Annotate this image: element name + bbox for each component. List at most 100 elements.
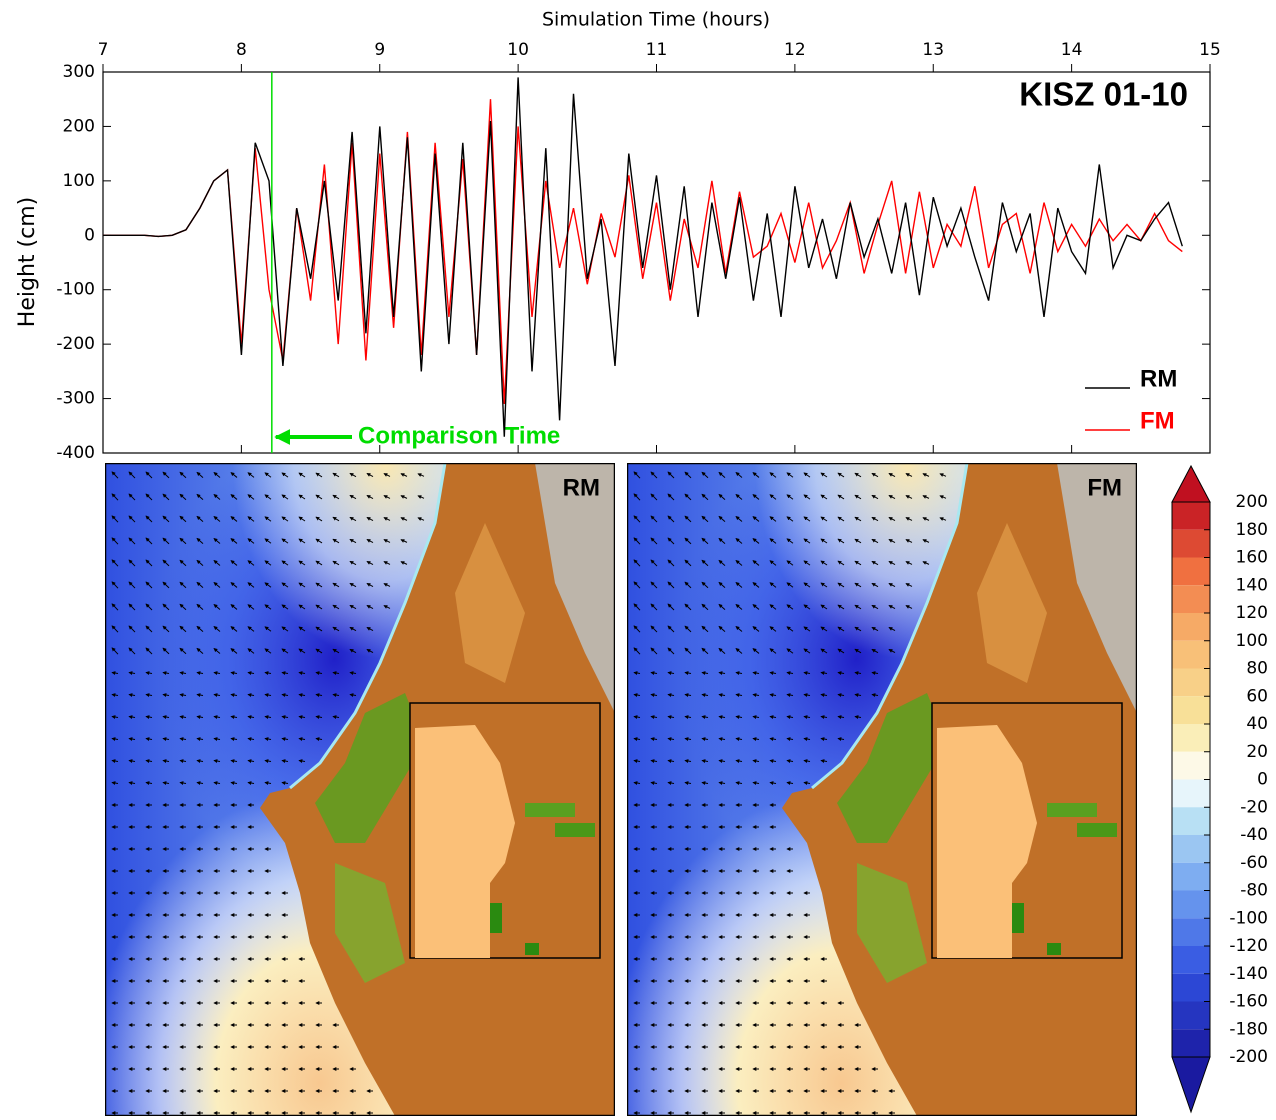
velocity-arrow: [922, 517, 930, 521]
velocity-arrow: [888, 516, 896, 522]
velocity-arrow: [786, 737, 794, 742]
velocity-arrow: [786, 560, 794, 566]
velocity-arrow: [888, 582, 896, 588]
velocity-arrow: [718, 471, 726, 479]
y-tick-label: 0: [84, 225, 95, 245]
velocity-arrow: [650, 781, 658, 786]
velocity-arrow: [922, 561, 930, 565]
velocity-arrow: [162, 693, 170, 698]
velocity-arrow: [735, 759, 743, 764]
velocity-arrow: [315, 604, 323, 610]
velocity-arrow: [230, 648, 238, 654]
velocity-arrow: [752, 538, 760, 544]
velocity-arrow: [145, 625, 153, 633]
colorbar-tick-label: -180: [1229, 1019, 1268, 1039]
velocity-arrow: [315, 560, 323, 566]
velocity-arrow: [905, 495, 913, 499]
velocity-arrow: [633, 603, 641, 611]
velocity-arrow: [145, 493, 153, 501]
velocity-arrow: [400, 539, 408, 543]
velocity-arrow: [701, 693, 709, 698]
velocity-arrow: [247, 648, 255, 654]
velocity-arrow: [633, 715, 641, 720]
x-tick-label: 7: [98, 40, 109, 60]
velocity-arrow: [837, 604, 845, 610]
velocity-arrow: [735, 560, 743, 566]
velocity-arrow: [735, 604, 743, 610]
velocity-arrow: [349, 693, 357, 698]
velocity-arrow: [366, 538, 374, 544]
velocity-arrow: [786, 759, 794, 764]
velocity-arrow: [145, 781, 153, 786]
colorbar-tick-label: 40: [1246, 714, 1268, 734]
velocity-arrow: [650, 737, 658, 742]
velocity-arrow: [213, 715, 221, 720]
color-band: [1172, 946, 1210, 974]
x-tick-label: 15: [1199, 40, 1221, 60]
velocity-arrow: [820, 693, 828, 698]
velocity-arrow: [854, 472, 862, 478]
velocity-arrow: [718, 559, 726, 567]
velocity-arrow: [667, 515, 675, 523]
velocity-arrow: [667, 715, 675, 720]
velocity-arrow: [650, 537, 658, 545]
velocity-arrow: [803, 781, 811, 786]
velocity-arrow: [718, 737, 726, 742]
velocity-arrow: [752, 560, 760, 566]
velocity-arrow: [684, 537, 692, 545]
velocity-arrow: [247, 560, 255, 566]
velocity-arrow: [349, 516, 357, 522]
velocity-arrow: [162, 625, 170, 633]
color-band: [1172, 668, 1210, 697]
velocity-arrow: [820, 538, 828, 544]
velocity-arrow: [905, 517, 913, 521]
colorbar-tick-label: -60: [1240, 853, 1268, 873]
velocity-arrow: [786, 626, 794, 632]
velocity-arrow: [332, 604, 340, 610]
velocity-arrow: [128, 625, 136, 633]
velocity-arrow: [633, 471, 641, 479]
velocity-arrow: [786, 538, 794, 544]
velocity-arrow: [667, 603, 675, 611]
velocity-arrow: [650, 515, 658, 523]
x-tick-label: 9: [374, 40, 385, 60]
velocity-arrow: [854, 715, 862, 720]
velocity-arrow: [769, 781, 777, 786]
velocity-arrow: [128, 515, 136, 523]
velocity-arrow: [145, 647, 153, 655]
velocity-arrow: [315, 472, 323, 478]
velocity-arrow: [417, 517, 425, 521]
legend-label: RM: [1140, 365, 1177, 392]
color-band: [1172, 807, 1210, 835]
color-band: [1172, 835, 1210, 863]
velocity-arrow: [179, 647, 187, 655]
velocity-arrow: [179, 493, 187, 501]
velocity-arrow: [349, 604, 357, 610]
velocity-arrow: [349, 494, 357, 500]
colorbar-tick-label: -140: [1229, 964, 1268, 984]
y-tick-label: 200: [63, 116, 95, 136]
colorbar-tick-label: 20: [1246, 742, 1268, 762]
velocity-arrow: [837, 737, 845, 742]
velocity-arrow: [264, 626, 272, 632]
velocity-arrow: [162, 737, 170, 742]
velocity-arrow: [633, 671, 641, 676]
velocity-arrow: [145, 759, 153, 764]
velocity-arrow: [633, 559, 641, 567]
velocity-arrow: [854, 693, 862, 698]
velocity-arrow: [128, 759, 136, 764]
velocity-arrow: [701, 515, 709, 523]
x-tick-label: 11: [646, 40, 668, 60]
velocity-arrow: [230, 759, 238, 764]
colorbar-tick-label: 140: [1236, 575, 1268, 595]
velocity-arrow: [179, 625, 187, 633]
velocity-arrow: [718, 625, 726, 633]
velocity-arrow: [264, 538, 272, 544]
velocity-arrow: [735, 472, 743, 478]
color-band: [1172, 696, 1210, 724]
colorbar: 200180160140120100806040200-20-40-60-80-…: [1171, 464, 1268, 1114]
velocity-arrow: [298, 582, 306, 588]
color-band: [1172, 862, 1210, 891]
color-band: [1172, 779, 1210, 808]
velocity-arrow: [230, 538, 238, 544]
